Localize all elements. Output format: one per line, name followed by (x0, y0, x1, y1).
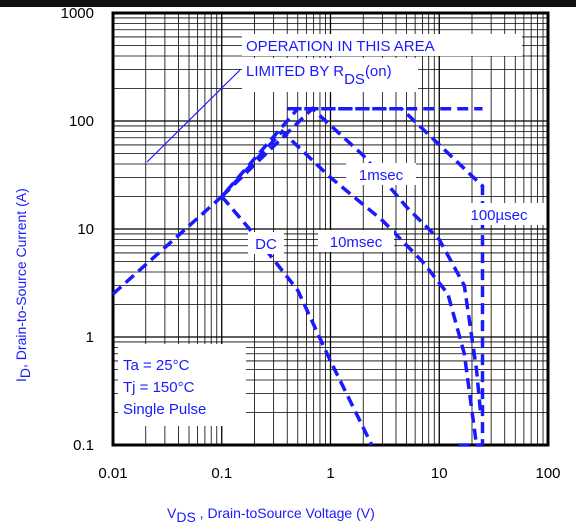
series-line-1msec (220, 106, 483, 413)
series-label-bg (454, 203, 544, 225)
series-label-1msec: 1msec (359, 167, 404, 184)
x-tick-label: 0.01 (98, 465, 127, 482)
series-label-100µsec: 100µsec (470, 207, 528, 224)
annotation-pointer (146, 69, 241, 163)
y-tick-label: 0.1 (73, 437, 94, 454)
condition-text: Single Pulse (123, 401, 206, 418)
top-border-bar (0, 0, 576, 7)
plot-frame (111, 11, 550, 447)
series-label-bg (346, 163, 416, 185)
annotation-bg (242, 34, 522, 56)
series-label-DC: DC (255, 236, 277, 253)
x-tick-label: 100 (535, 465, 560, 482)
y-axis-label: ID, Drain-to-Source Current (A) (13, 188, 33, 382)
conditions-box (118, 344, 246, 426)
condition-text: Tj = 150°C (123, 379, 195, 396)
y-tick-label: 1 (86, 329, 94, 346)
y-tick-label: 100 (69, 113, 94, 130)
series-label-bg (248, 232, 284, 254)
x-tick-label: 10 (431, 465, 448, 482)
annotation-bg (242, 58, 418, 92)
y-tick-label: 10 (77, 221, 94, 238)
x-tick-label: 1 (326, 465, 334, 482)
x-tick-label: 0.1 (211, 465, 232, 482)
x-axis-label: VDS , Drain-toSource Voltage (V) (167, 505, 375, 525)
condition-text: Ta = 25°C (123, 357, 190, 374)
series-line-DC (220, 195, 374, 446)
series-label-bg (318, 230, 394, 252)
y-tick-label: 1000 (61, 5, 94, 22)
annotation-line-1: OPERATION IN THIS AREA (246, 38, 435, 55)
series-label-10msec: 10msec (330, 234, 383, 251)
